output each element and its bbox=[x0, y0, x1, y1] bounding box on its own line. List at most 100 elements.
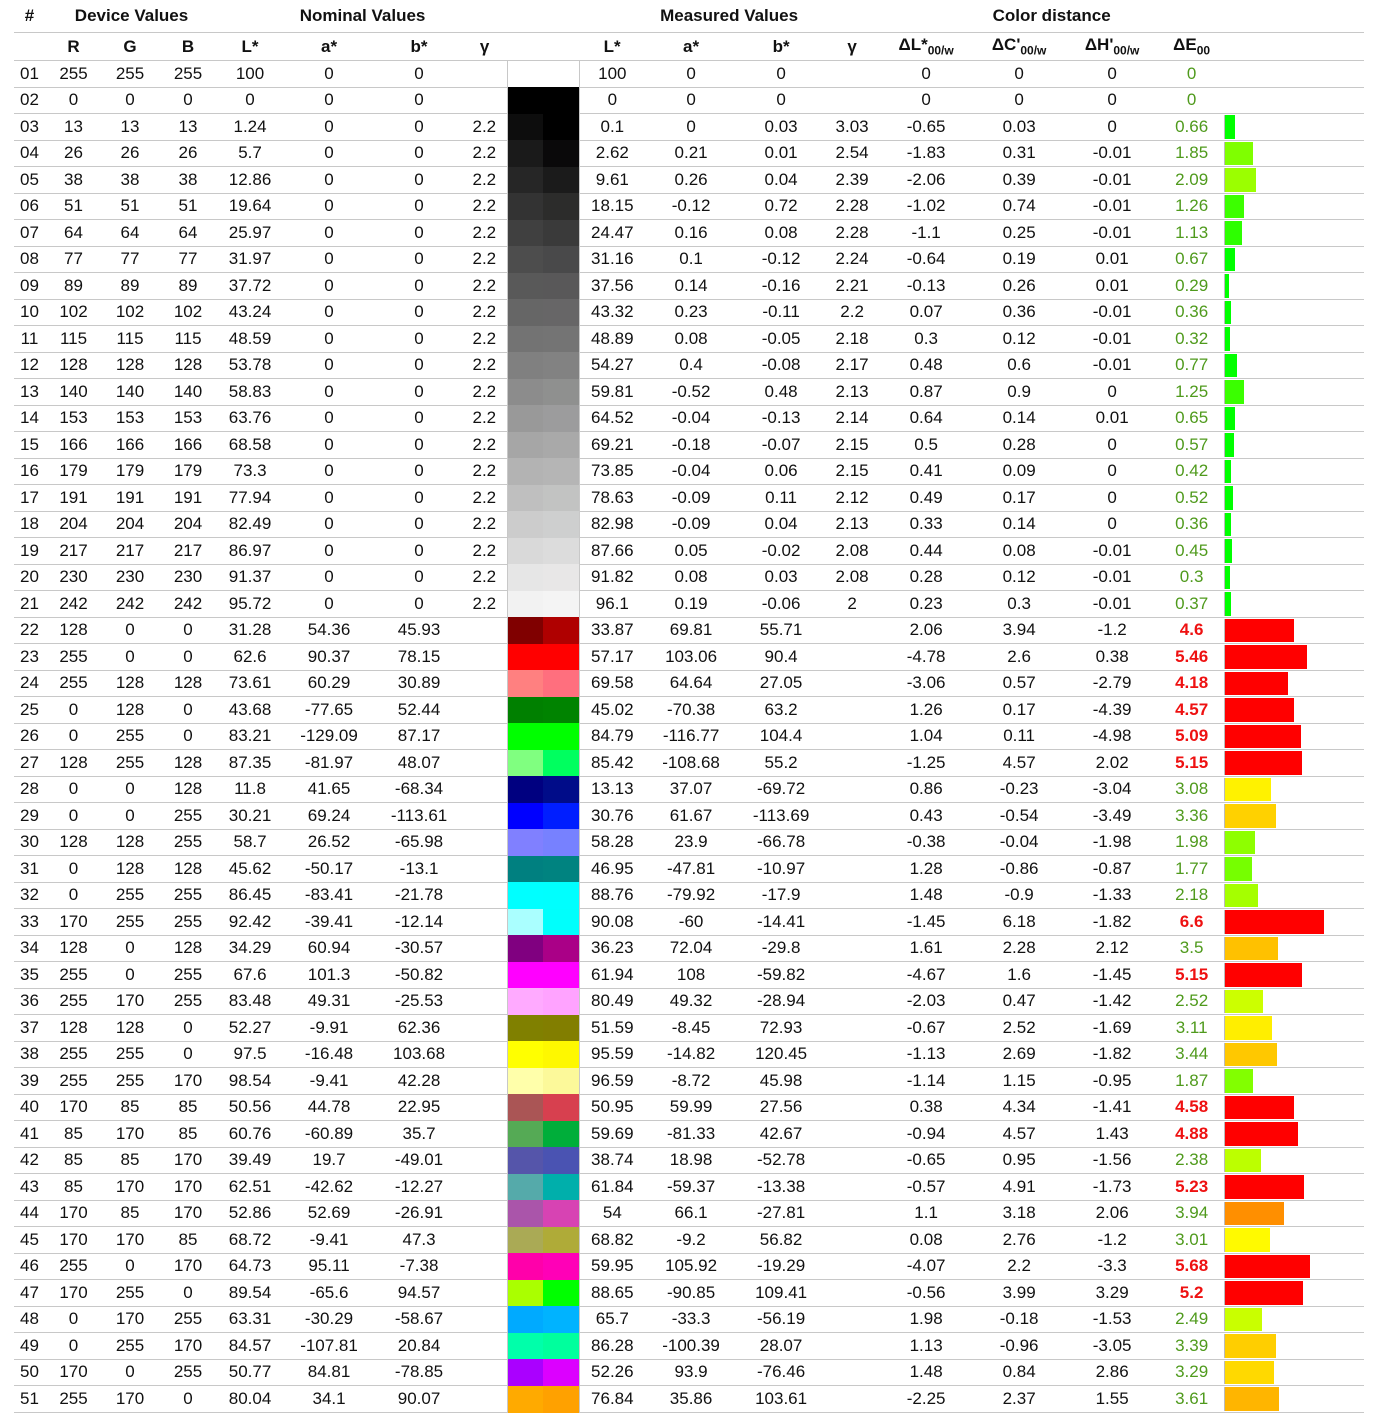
measured-l: 84.79 bbox=[579, 723, 646, 750]
measured-l: 73.85 bbox=[579, 458, 646, 485]
nominal-l: 50.77 bbox=[218, 1359, 283, 1386]
delta-e: 0.36 bbox=[1159, 299, 1225, 326]
nominal-gamma bbox=[462, 855, 508, 883]
nominal-b: -68.34 bbox=[376, 776, 463, 803]
delta-e-bar bbox=[1224, 645, 1308, 669]
measured-gamma bbox=[825, 908, 880, 936]
nominal-l: 43.68 bbox=[218, 696, 283, 724]
nominal-a: 0 bbox=[282, 246, 377, 273]
measured-a: -0.04 bbox=[645, 458, 738, 485]
delta-h: 0 bbox=[1065, 113, 1160, 141]
delta-h: 0 bbox=[1065, 511, 1160, 538]
measured-a: 0.23 bbox=[645, 299, 738, 326]
nominal-b: -58.67 bbox=[376, 1306, 463, 1333]
nominal-gamma: 2.2 bbox=[462, 246, 508, 273]
row-number: 18 bbox=[14, 511, 45, 538]
measured-b: 104.4 bbox=[737, 723, 826, 750]
delta-e-bar bbox=[1224, 1228, 1271, 1252]
table-row: 47 170 255 0 89.54 -65.6 94.57 88.65 -90.85 109.4… bbox=[14, 1279, 1365, 1307]
delta-l: -4.07 bbox=[879, 1253, 974, 1280]
delta-h: -1.82 bbox=[1065, 1041, 1160, 1068]
table-row: 28 0 0 128 11.8 41.65 -68.34 13.13 37.07 -69.72 0.… bbox=[14, 776, 1365, 804]
delta-e-bar bbox=[1224, 194, 1245, 218]
delta-l: 0.44 bbox=[879, 537, 974, 565]
device-g: 166 bbox=[102, 431, 158, 459]
nominal-l: 19.64 bbox=[218, 193, 283, 220]
measured-swatch bbox=[543, 484, 579, 512]
measured-l: 45.02 bbox=[579, 696, 646, 724]
delta-c: 0.36 bbox=[973, 299, 1066, 326]
device-g: 102 bbox=[102, 299, 158, 326]
table-row: 50 170 0 255 50.77 84.81 -78.85 52.26 93.9 -76.46… bbox=[14, 1359, 1365, 1387]
delta-e-bar bbox=[1224, 857, 1252, 881]
table-row: 10 102 102 102 43.24 0 0 2.2 43.32 0.23 -0.11 2.2 0.… bbox=[14, 299, 1365, 327]
delta-l: 0.41 bbox=[879, 458, 974, 485]
nominal-l: 98.54 bbox=[218, 1067, 283, 1095]
delta-h: 0 bbox=[1065, 431, 1160, 459]
delta-e: 3.5 bbox=[1159, 935, 1225, 962]
header-nominal-values: Nominal Values bbox=[218, 0, 508, 33]
measured-gamma bbox=[825, 1385, 880, 1413]
row-number: 02 bbox=[14, 87, 45, 114]
delta-h: 0.01 bbox=[1065, 405, 1160, 432]
color-swatch bbox=[506, 723, 580, 751]
measured-gamma bbox=[825, 1279, 880, 1307]
measured-gamma: 2.13 bbox=[825, 378, 880, 406]
nominal-swatch bbox=[507, 484, 544, 512]
nominal-l: 80.04 bbox=[218, 1385, 283, 1413]
device-g: 0 bbox=[102, 87, 158, 114]
delta-e-bar-cell bbox=[1224, 643, 1365, 671]
delta-c: -0.54 bbox=[973, 802, 1066, 830]
nominal-l: 34.29 bbox=[218, 935, 283, 962]
delta-c: 0 bbox=[973, 87, 1066, 114]
nominal-swatch bbox=[507, 1359, 544, 1387]
header-device-values: Device Values bbox=[45, 0, 219, 33]
measured-gamma: 2.12 bbox=[825, 484, 880, 512]
delta-c: 2.28 bbox=[973, 935, 1066, 962]
delta-c: -0.23 bbox=[973, 776, 1066, 803]
delta-e: 1.77 bbox=[1159, 855, 1225, 883]
col-delta-l: ΔL*00/w bbox=[879, 32, 974, 61]
measured-swatch bbox=[543, 511, 579, 539]
measured-swatch bbox=[543, 1014, 579, 1042]
delta-c: 6.18 bbox=[973, 908, 1066, 936]
measured-gamma bbox=[825, 1359, 880, 1386]
nominal-l: 68.72 bbox=[218, 1226, 283, 1254]
measured-swatch bbox=[543, 1200, 579, 1228]
measured-a: -81.33 bbox=[645, 1120, 738, 1148]
measured-swatch bbox=[543, 352, 579, 380]
nominal-l: 11.8 bbox=[218, 776, 283, 803]
measured-gamma: 2.15 bbox=[825, 431, 880, 459]
row-number: 31 bbox=[14, 855, 45, 883]
nominal-a: 0 bbox=[282, 511, 377, 538]
measured-a: -0.12 bbox=[645, 193, 738, 220]
nominal-b: 0 bbox=[376, 140, 463, 167]
delta-c: 2.2 bbox=[973, 1253, 1066, 1280]
measured-a: -8.72 bbox=[645, 1067, 738, 1095]
measured-l: 96.59 bbox=[579, 1067, 646, 1095]
measured-b: 55.71 bbox=[737, 617, 826, 644]
row-number: 28 bbox=[14, 776, 45, 803]
nominal-gamma bbox=[462, 87, 508, 114]
measured-l: 51.59 bbox=[579, 1014, 646, 1042]
nominal-b: 45.93 bbox=[376, 617, 463, 644]
delta-e: 0.66 bbox=[1159, 113, 1225, 141]
nominal-gamma bbox=[462, 723, 508, 750]
measured-gamma bbox=[825, 1120, 880, 1148]
measured-a: 49.32 bbox=[645, 988, 738, 1015]
table-row: 09 89 89 89 37.72 0 0 2.2 37.56 0.14 -0.16 2.21 -0.1… bbox=[14, 272, 1365, 300]
nominal-swatch bbox=[507, 670, 544, 698]
color-swatch bbox=[506, 590, 580, 618]
delta-e-bar-cell bbox=[1224, 855, 1365, 883]
measured-b: -0.07 bbox=[737, 431, 826, 459]
device-r: 128 bbox=[45, 617, 102, 644]
delta-c: 0.47 bbox=[973, 988, 1066, 1015]
device-r: 26 bbox=[45, 140, 102, 167]
delta-e-bar-cell bbox=[1224, 1279, 1365, 1307]
delta-c: 0.3 bbox=[973, 590, 1066, 618]
delta-e-bar-cell bbox=[1224, 723, 1365, 750]
measured-swatch bbox=[543, 1120, 579, 1148]
measured-swatch bbox=[543, 1041, 579, 1069]
measured-b: -113.69 bbox=[737, 802, 826, 830]
delta-c: 0.6 bbox=[973, 352, 1066, 379]
